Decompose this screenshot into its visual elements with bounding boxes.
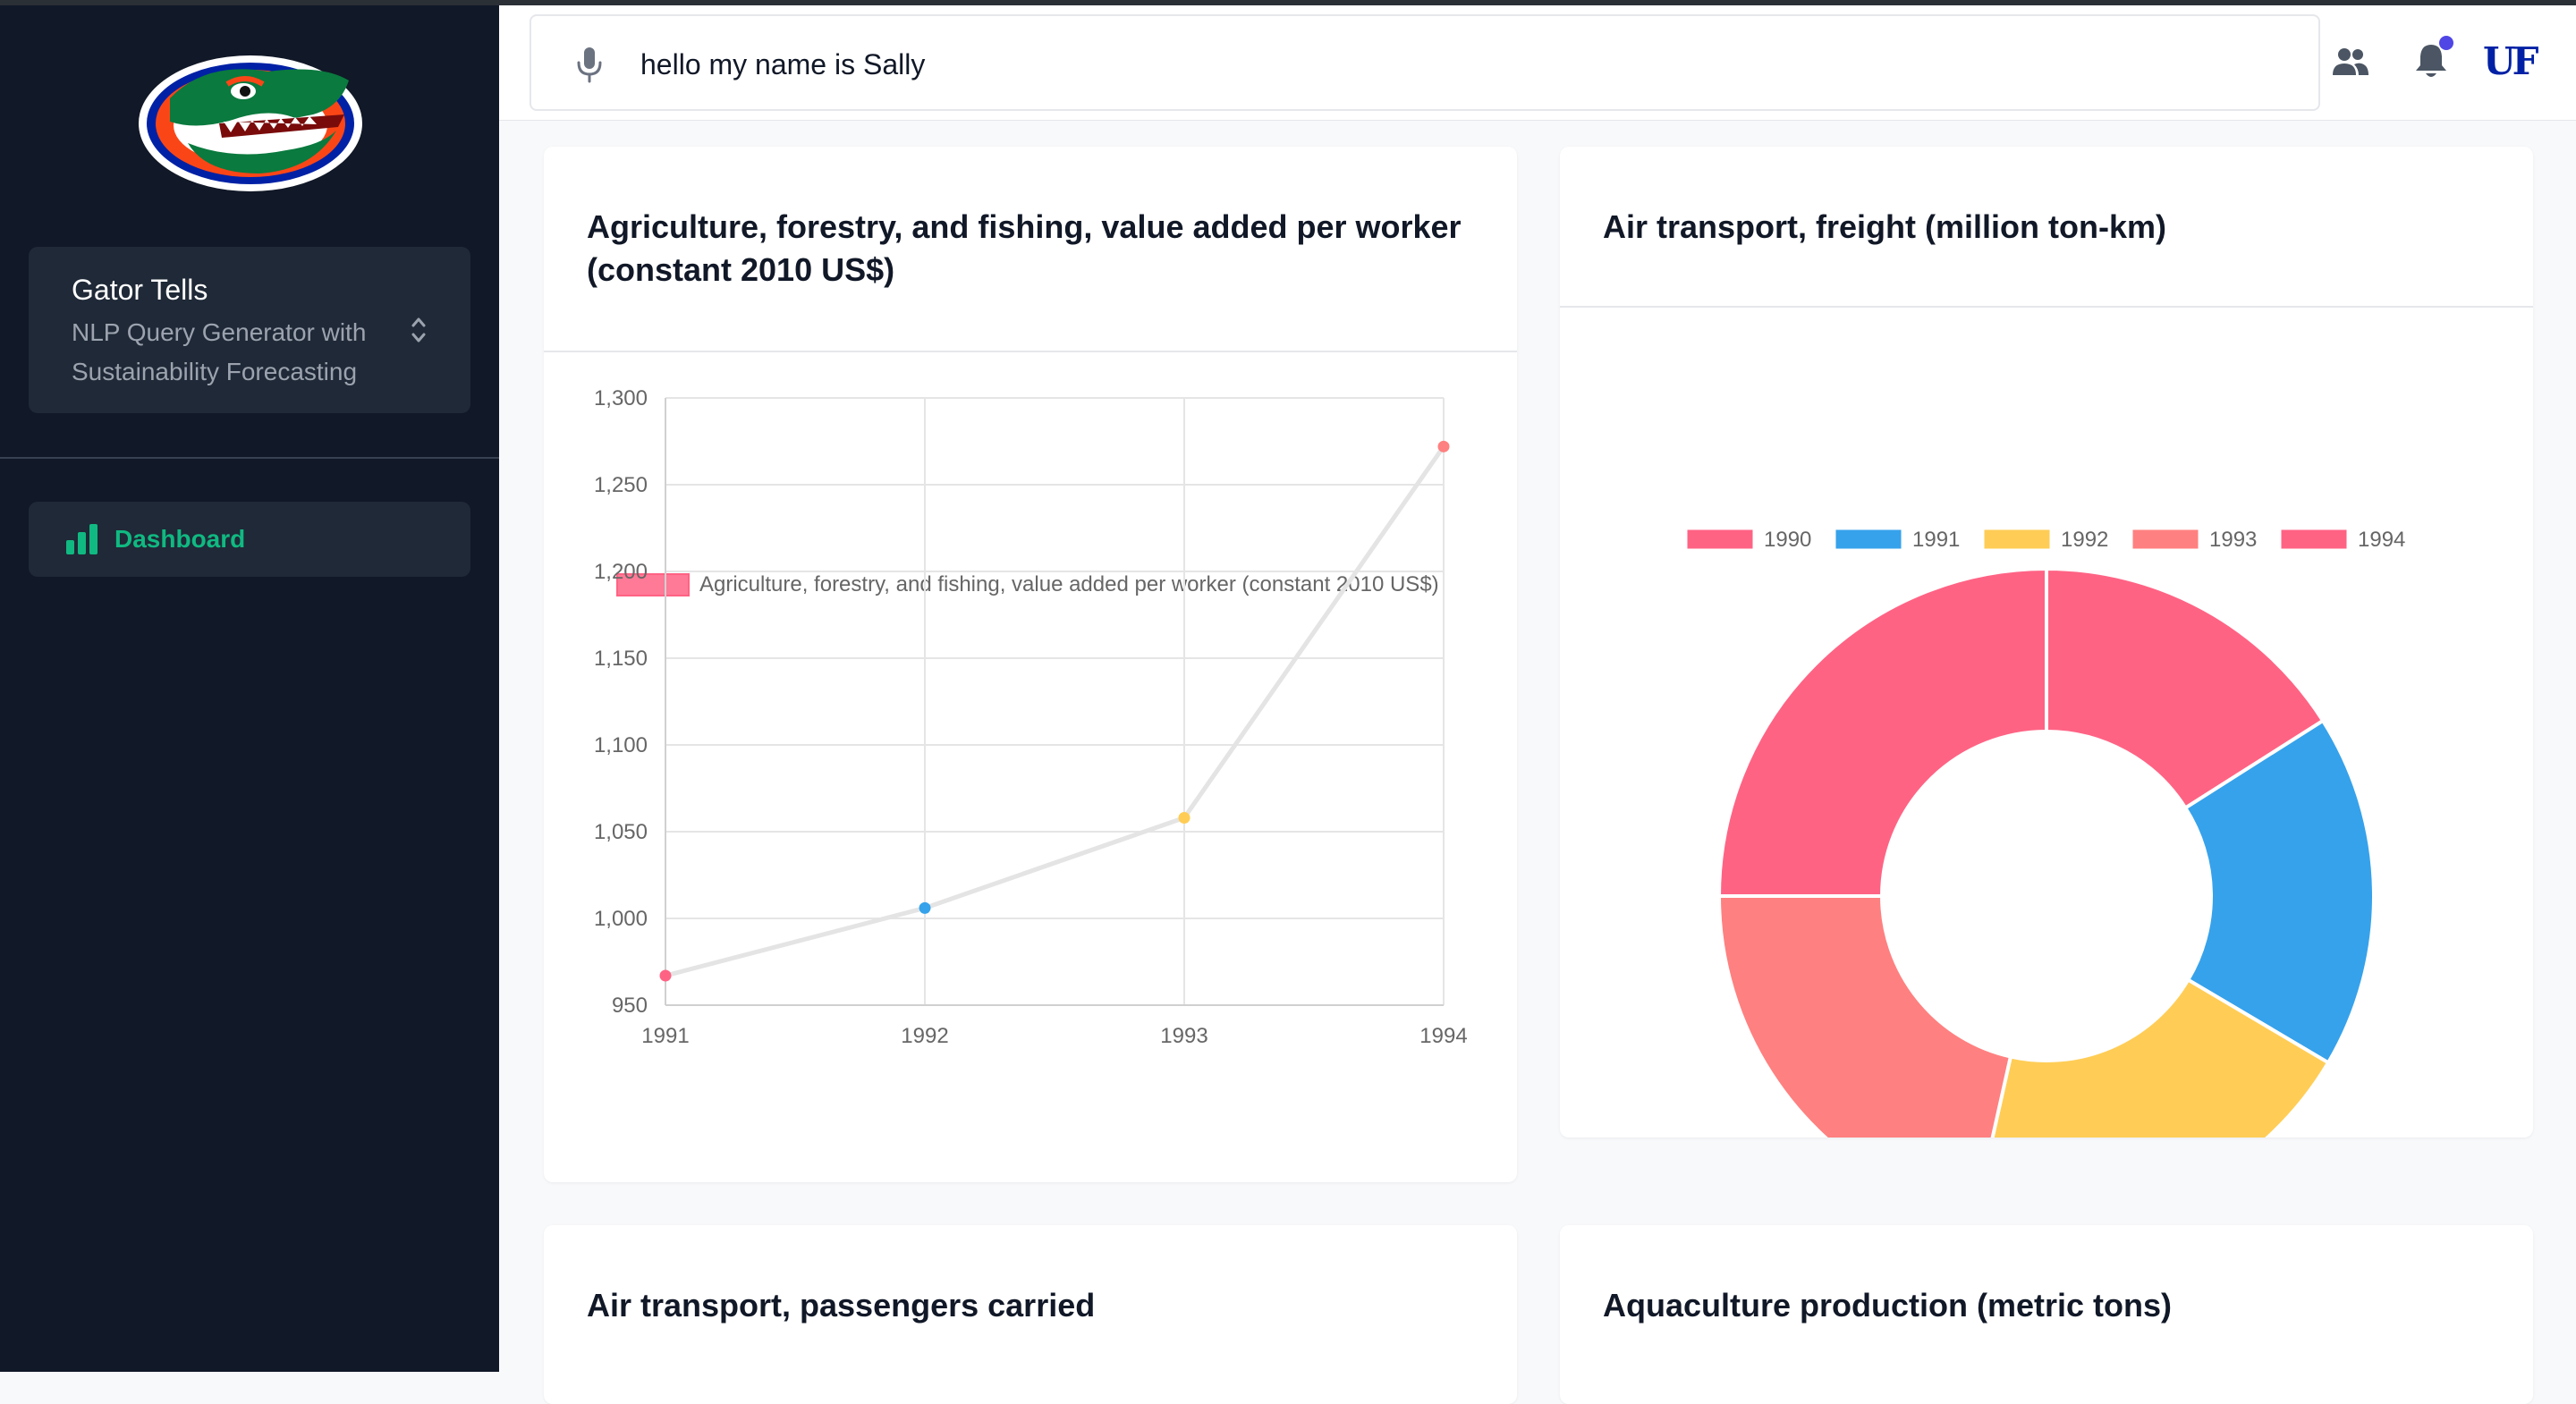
legend-label: 1994 [2358,528,2405,552]
gator-logo-icon[interactable] [134,45,367,197]
brand-title: Gator Tells [72,274,208,306]
sidebar-item-label: Dashboard [114,525,246,553]
x-tick-label: 1991 [641,1024,689,1048]
card-title: Air transport, passengers carried [587,1287,1096,1324]
people-icon[interactable] [2333,47,2368,77]
window-top-border [0,0,2576,5]
y-tick-label: 1,000 [594,907,648,931]
sidebar-item-dashboard[interactable]: Dashboard [29,502,470,577]
x-tick-label: 1992 [901,1024,948,1048]
y-tick-label: 1,300 [594,386,648,410]
brand-subtitle: NLP Query Generator with Sustainability … [72,318,367,385]
line-chart: Agriculture, forestry, and fishing, valu… [594,386,1468,1048]
legend-swatch [1686,529,1754,550]
legend-label: Agriculture, forestry, and fishing, valu… [699,572,1439,596]
data-point [1437,440,1450,452]
card-title: Air transport, freight (million ton-km) [1603,208,2166,245]
donut-slice [1717,894,2012,1138]
legend-swatch [2280,529,2348,550]
card-divider [1560,306,2533,308]
data-point [659,969,672,982]
donut-slice [1990,977,2331,1138]
donut-slice [1717,567,2048,898]
bar-chart-icon [66,524,97,554]
y-tick-label: 1,100 [594,733,648,757]
y-tick-label: 950 [612,994,648,1018]
notification-dot [2439,36,2453,50]
x-tick-label: 1994 [1419,1024,1467,1048]
search-bar[interactable]: hello my name is Sally [530,14,2320,111]
legend-label: 1991 [1912,528,1960,552]
x-tick-label: 1993 [1160,1024,1208,1048]
chart-card-air-freight: Air transport, freight (million ton-km) … [1560,147,2533,1138]
chart-card-air-passengers: Air transport, passengers carried [544,1225,1517,1404]
bell-icon[interactable] [2413,41,2449,80]
chevron-up-down-icon [411,317,426,343]
legend-label: 1990 [1764,528,1811,552]
donut-slice [2183,718,2376,1065]
sidebar: Gator Tells NLP Query Generator with Sus… [0,0,499,1372]
sidebar-divider [0,457,499,459]
legend-label: 1993 [2209,528,2257,552]
card-title: Agriculture, forestry, and fishing, valu… [587,208,1462,288]
chart-card-agriculture: Agriculture, forestry, and fishing, valu… [544,147,1517,1182]
legend-swatch [1983,529,2051,550]
y-tick-label: 1,150 [594,647,648,671]
legend-swatch [2131,529,2199,550]
card-title: Aquaculture production (metric tons) [1603,1287,2173,1324]
microphone-icon[interactable] [574,45,605,84]
y-tick-label: 1,200 [594,560,648,584]
data-point [1178,811,1191,824]
donut-chart: 1990 1991 1992 1993 1994 [1686,528,2405,1138]
data-point [919,901,931,914]
search-input[interactable]: hello my name is Sally [640,48,926,80]
uf-logo[interactable]: UF [2483,39,2538,83]
donut-slice [2045,567,2326,810]
chart-card-aquaculture: Aquaculture production (metric tons) [1560,1225,2533,1404]
legend-swatch [616,573,690,596]
card-divider [544,351,1517,352]
legend-label: 1992 [2061,528,2108,552]
project-selector[interactable]: Gator Tells NLP Query Generator with Sus… [29,247,470,413]
legend-swatch [1835,529,1902,550]
y-tick-label: 1,250 [594,473,648,497]
series-line [665,444,1446,978]
y-tick-label: 1,050 [594,820,648,844]
